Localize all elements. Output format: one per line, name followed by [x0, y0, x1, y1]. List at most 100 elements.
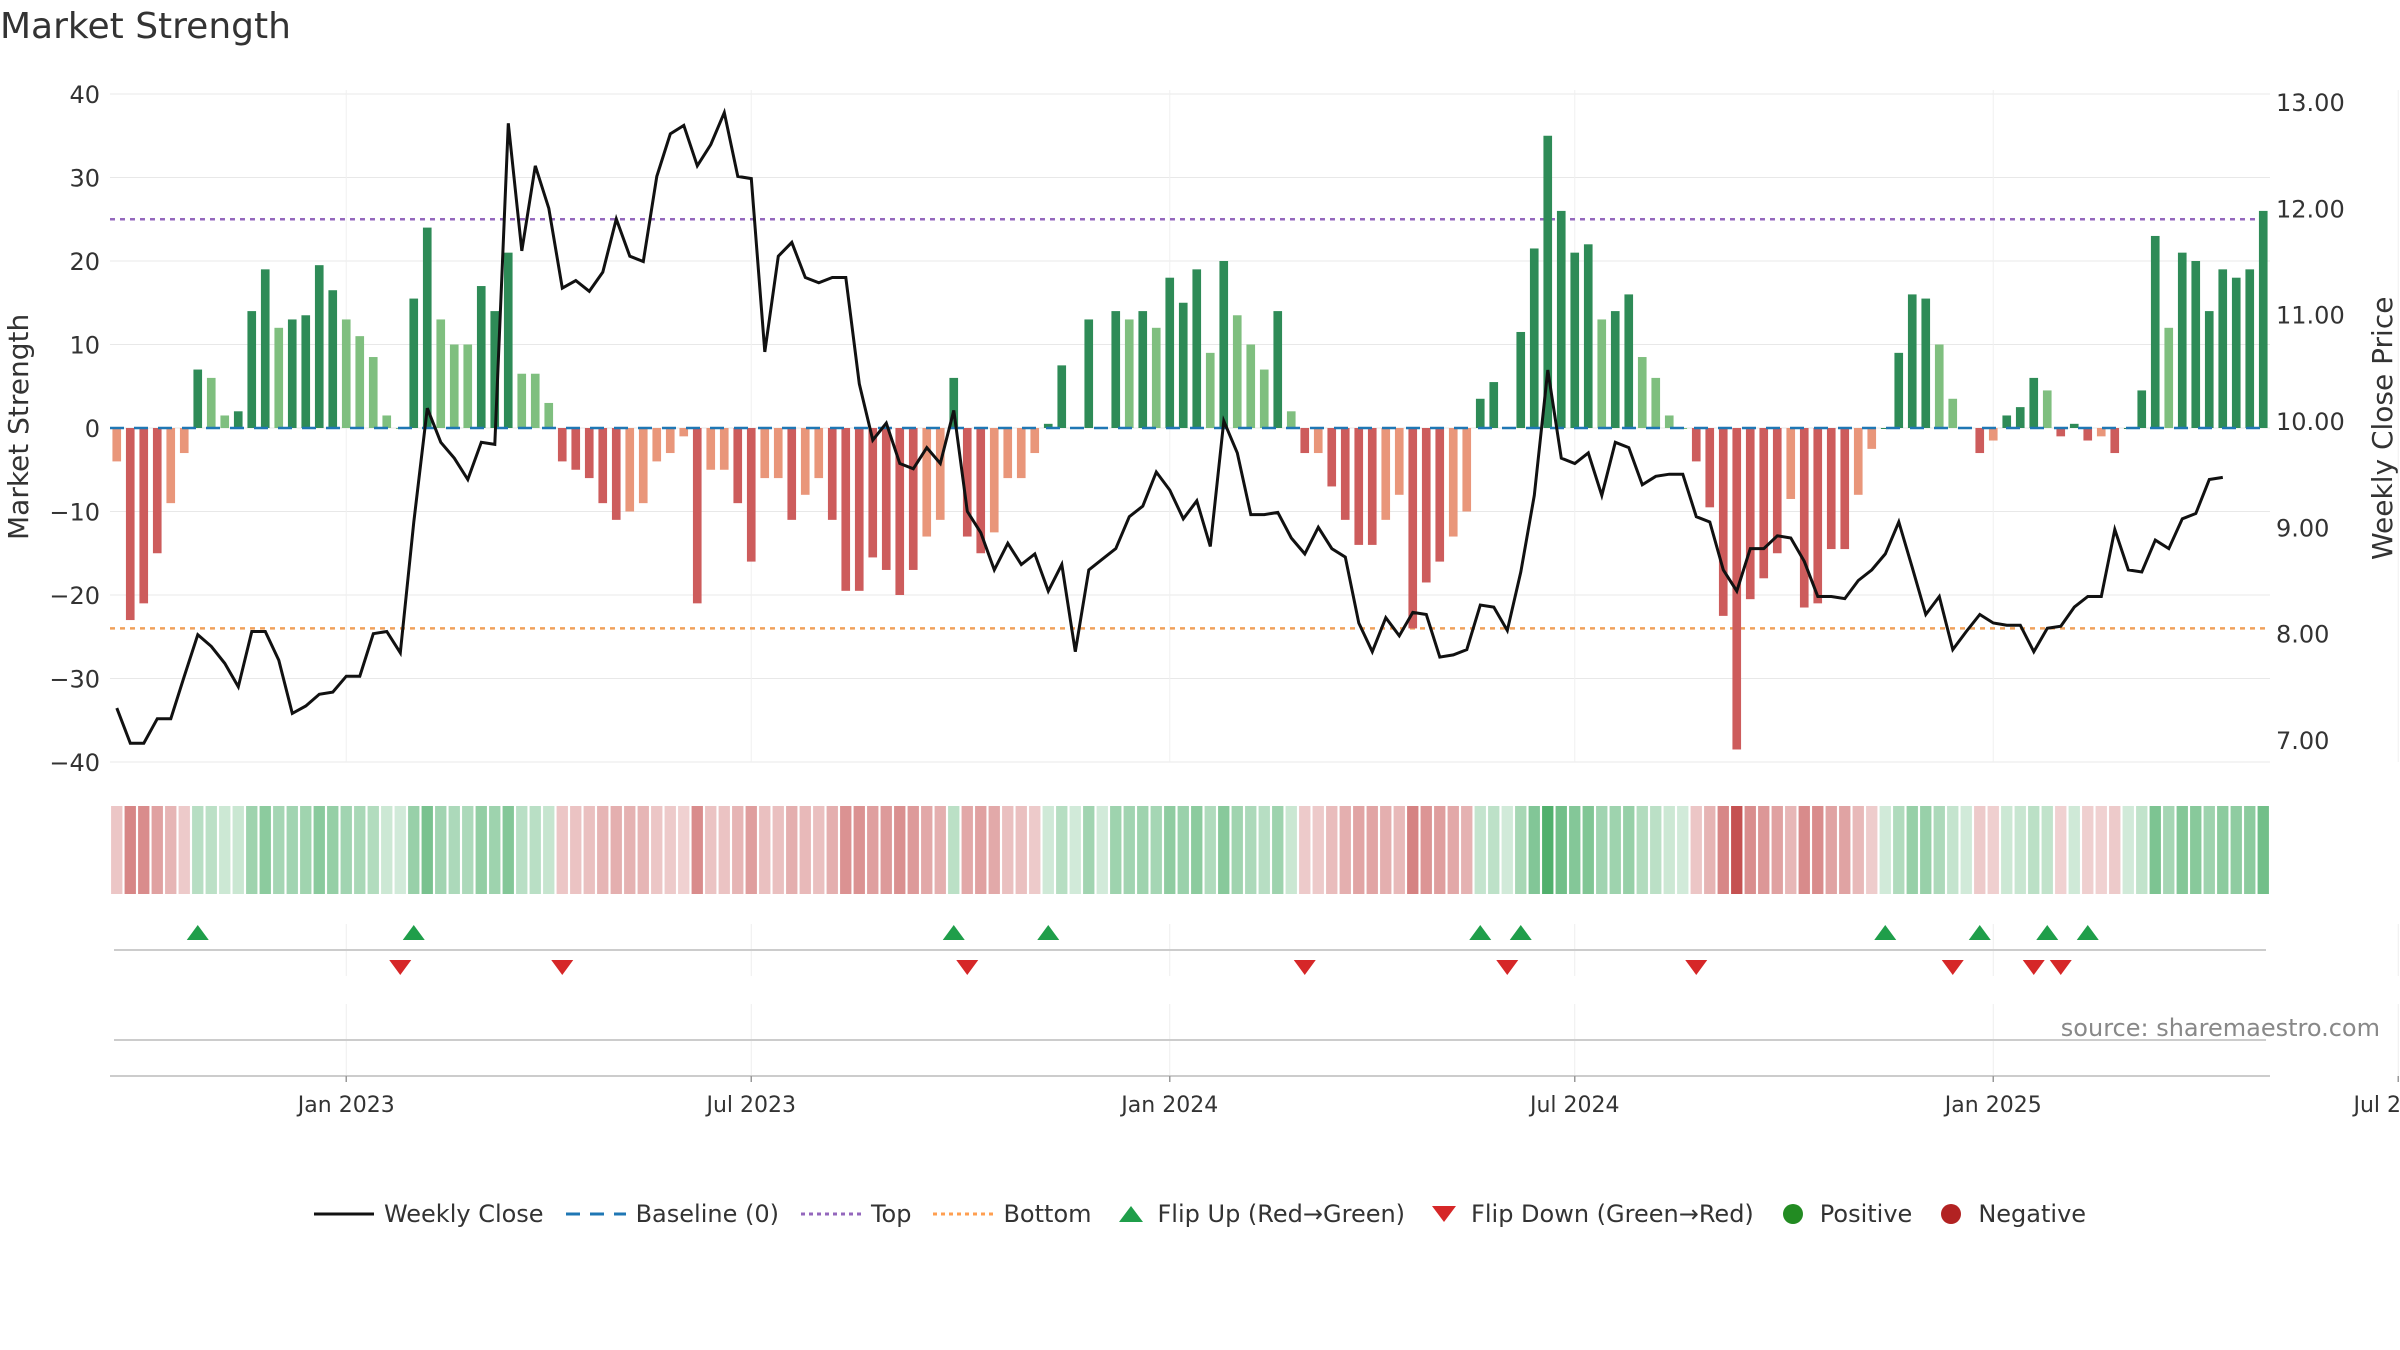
- heat-cell: [1542, 806, 1554, 894]
- strength-bar: [841, 428, 851, 591]
- strength-bar: [814, 428, 824, 479]
- legend-item-flip_up: Flip Up (Red→Green): [1114, 1200, 1406, 1228]
- legend-symbol-top: [800, 1212, 861, 1216]
- heat-cell: [313, 806, 325, 894]
- heat-cell: [1852, 806, 1864, 894]
- y-left-tick-label: −40: [49, 749, 100, 777]
- strength-heat-strip: [111, 806, 2269, 894]
- strength-bar: [773, 428, 783, 479]
- heat-cell: [1096, 806, 1108, 894]
- heat-cell: [867, 806, 879, 894]
- y-right-tick-label: 10.00: [2276, 408, 2345, 436]
- heat-cell: [327, 806, 339, 894]
- heat-cell: [1420, 806, 1432, 894]
- strength-bar: [1219, 261, 1229, 428]
- heat-cell: [1272, 806, 1284, 894]
- legend-symbol-baseline: [565, 1212, 626, 1216]
- strength-bar: [598, 428, 608, 504]
- strength-bar: [1124, 319, 1134, 428]
- heat-cell: [421, 806, 433, 894]
- legend-symbol-negative: [1941, 1204, 1962, 1224]
- strength-bar: [1934, 344, 1944, 428]
- strength-bar: [125, 428, 135, 621]
- y-right-tick-label: 7.00: [2276, 727, 2329, 755]
- heat-cell: [556, 806, 568, 894]
- strength-bar: [449, 344, 459, 428]
- heat-cell: [340, 806, 352, 894]
- heat-cell: [1461, 806, 1473, 894]
- heat-cell: [1312, 806, 1324, 894]
- heat-cell: [1083, 806, 1095, 894]
- heat-cell: [1920, 806, 1932, 894]
- heat-cell: [597, 806, 609, 894]
- heat-cell: [813, 806, 825, 894]
- strength-bar: [2150, 235, 2160, 428]
- strength-bar: [557, 428, 567, 462]
- strength-bar: [1367, 428, 1377, 545]
- strength-bar: [854, 428, 864, 591]
- y-left-tick-label: 10: [69, 332, 100, 360]
- heat-cell: [1960, 806, 1972, 894]
- strength-bar: [139, 428, 149, 604]
- heat-cell: [2014, 806, 2026, 894]
- strength-bar: [2110, 428, 2120, 454]
- heat-cell: [921, 806, 933, 894]
- heat-cell: [1663, 806, 1675, 894]
- heat-cell: [1191, 806, 1203, 894]
- heat-cell: [1866, 806, 1878, 894]
- y-left-tick-label: −10: [49, 499, 100, 527]
- heat-cell: [732, 806, 744, 894]
- strength-bar: [166, 428, 176, 504]
- strength-bar: [287, 319, 297, 428]
- strength-bar: [800, 428, 810, 495]
- strength-bar: [611, 428, 621, 520]
- strength-bar: [1354, 428, 1364, 545]
- strength-bar: [436, 319, 446, 428]
- heat-cell: [1893, 806, 1905, 894]
- heat-cell: [1555, 806, 1567, 894]
- strength-bar: [368, 357, 378, 428]
- legend-label: Positive: [1819, 1200, 1913, 1228]
- strength-bar: [530, 373, 540, 428]
- flip-down-marker: [551, 960, 574, 975]
- strength-bar: [719, 428, 729, 470]
- strength-bar: [409, 298, 419, 428]
- heat-cell: [1839, 806, 1851, 894]
- heat-cell: [961, 806, 973, 894]
- legend-label: Weekly Close: [383, 1200, 544, 1228]
- heat-cell: [880, 806, 892, 894]
- strength-bar: [1232, 315, 1242, 428]
- heat-cell: [1515, 806, 1527, 894]
- heat-cell: [219, 806, 231, 894]
- strength-bar: [1192, 269, 1202, 428]
- strength-bar: [1975, 428, 1985, 454]
- heat-cell: [1015, 806, 1027, 894]
- heat-cell: [475, 806, 487, 894]
- heat-cell: [1717, 806, 1729, 894]
- heat-cell: [1393, 806, 1405, 894]
- strength-bar: [1610, 311, 1620, 428]
- strength-bar: [2191, 261, 2201, 428]
- heat-cell: [1501, 806, 1513, 894]
- y-left-tick-label: 20: [69, 248, 100, 276]
- heat-cell: [1177, 806, 1189, 894]
- heat-cell: [192, 806, 204, 894]
- strength-bar: [1340, 428, 1350, 520]
- heat-cell: [2217, 806, 2229, 894]
- heat-cell: [583, 806, 595, 894]
- strength-bar: [1637, 357, 1647, 428]
- legend-symbol-flip_down: [1432, 1206, 1457, 1222]
- strength-bar: [544, 402, 554, 428]
- strength-bar: [247, 311, 257, 428]
- strength-bar: [760, 428, 770, 479]
- strength-bar: [1826, 428, 1836, 550]
- heat-cell: [1218, 806, 1230, 894]
- strength-bar: [679, 428, 689, 437]
- legend-label: Flip Up (Red→Green): [1157, 1200, 1406, 1228]
- legend-item-baseline: Baseline (0): [565, 1200, 779, 1228]
- heat-cell: [745, 806, 757, 894]
- heat-cell: [1366, 806, 1378, 894]
- strength-bar: [490, 311, 500, 428]
- heat-cell: [367, 806, 379, 894]
- heat-cell: [1704, 806, 1716, 894]
